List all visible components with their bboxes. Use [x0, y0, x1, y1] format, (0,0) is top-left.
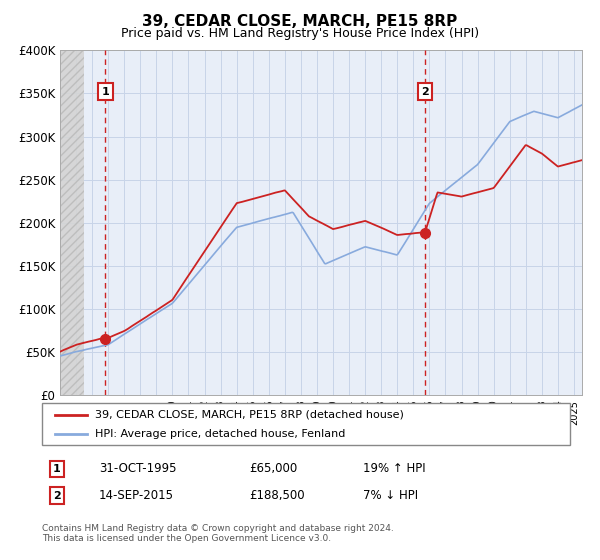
Text: 2: 2 [53, 491, 61, 501]
Text: 39, CEDAR CLOSE, MARCH, PE15 8RP (detached house): 39, CEDAR CLOSE, MARCH, PE15 8RP (detach… [95, 409, 404, 419]
Text: £188,500: £188,500 [249, 489, 305, 502]
Text: £65,000: £65,000 [249, 462, 297, 475]
Text: 1: 1 [101, 87, 109, 97]
Text: 14-SEP-2015: 14-SEP-2015 [99, 489, 174, 502]
Text: Price paid vs. HM Land Registry's House Price Index (HPI): Price paid vs. HM Land Registry's House … [121, 27, 479, 40]
FancyBboxPatch shape [42, 403, 570, 445]
Text: 7% ↓ HPI: 7% ↓ HPI [363, 489, 418, 502]
Text: Contains HM Land Registry data © Crown copyright and database right 2024.
This d: Contains HM Land Registry data © Crown c… [42, 524, 394, 543]
Text: 2: 2 [421, 87, 428, 97]
Text: HPI: Average price, detached house, Fenland: HPI: Average price, detached house, Fenl… [95, 429, 345, 439]
Text: 31-OCT-1995: 31-OCT-1995 [99, 462, 176, 475]
Text: 19% ↑ HPI: 19% ↑ HPI [363, 462, 425, 475]
Text: 39, CEDAR CLOSE, MARCH, PE15 8RP: 39, CEDAR CLOSE, MARCH, PE15 8RP [142, 14, 458, 29]
Text: 1: 1 [53, 464, 61, 474]
